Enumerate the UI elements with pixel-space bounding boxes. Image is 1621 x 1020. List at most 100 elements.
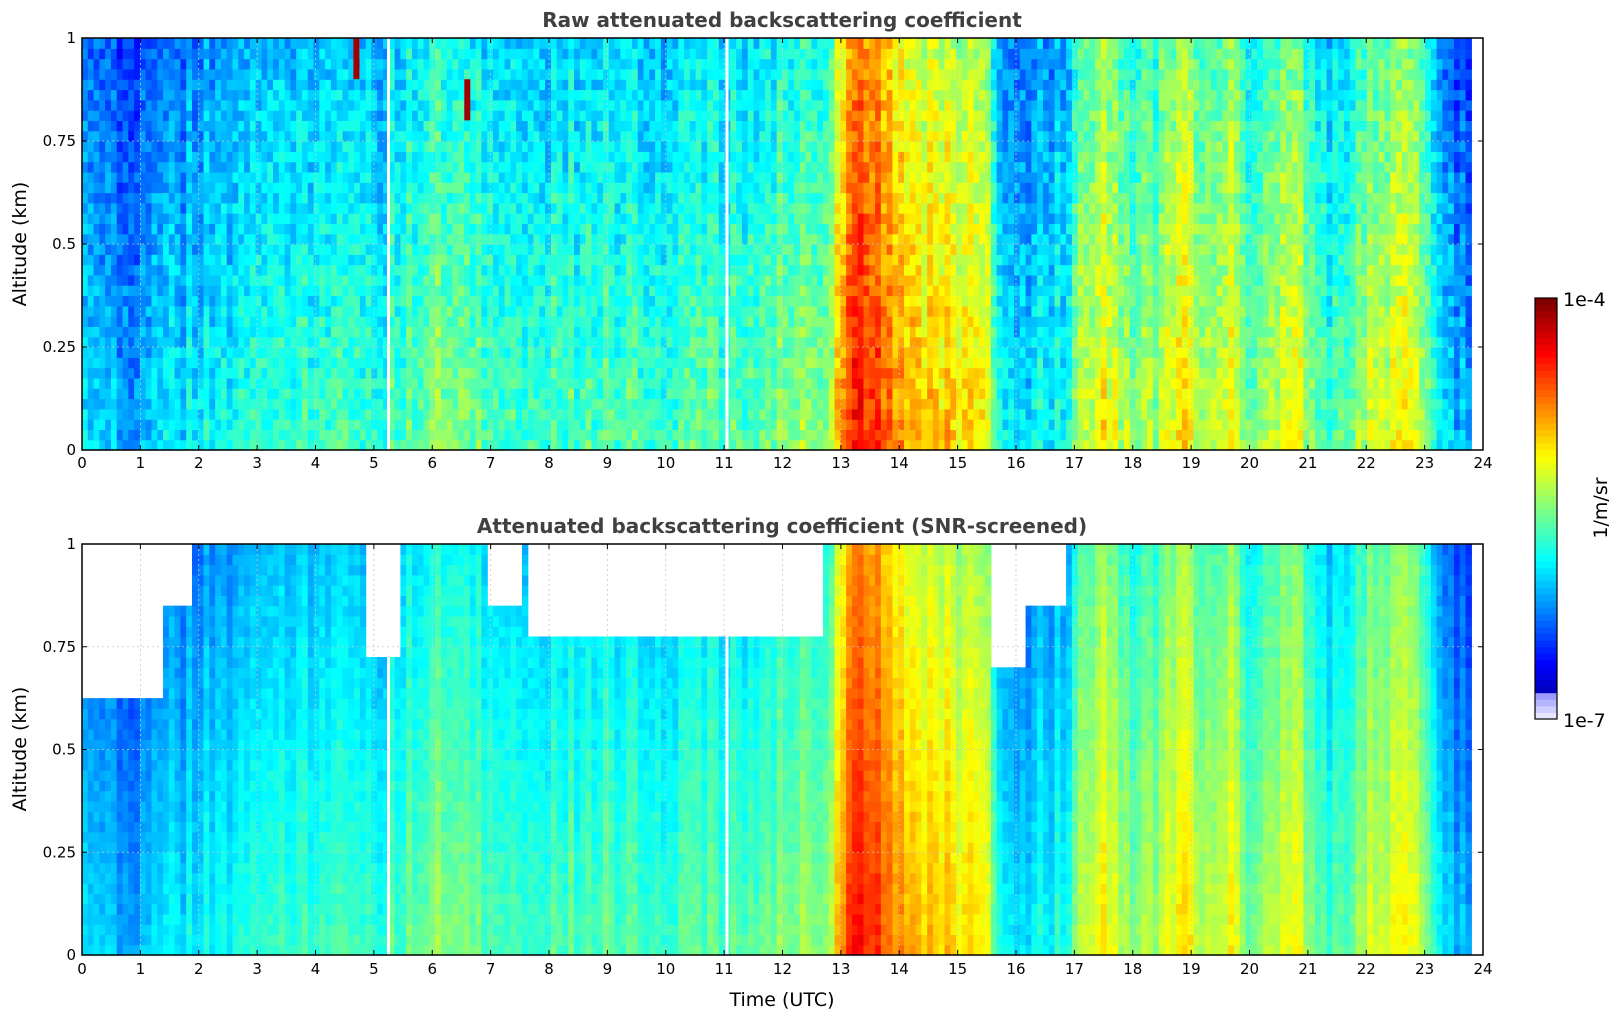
heatmap-cell xyxy=(359,110,367,121)
heatmap-cell xyxy=(307,99,315,111)
heatmap-cell xyxy=(82,285,89,297)
heatmap-cell xyxy=(342,326,349,338)
heatmap-cell xyxy=(110,264,118,276)
heatmap-cell xyxy=(411,223,419,235)
heatmap-cell xyxy=(620,192,627,204)
heatmap-cell xyxy=(342,254,349,266)
heatmap-cell xyxy=(603,305,610,317)
heatmap-cell xyxy=(105,48,112,60)
heatmap-cell xyxy=(197,48,205,60)
heatmap-cell xyxy=(603,182,610,194)
heatmap-cell xyxy=(574,161,581,173)
heatmap-cell xyxy=(226,120,234,132)
heatmap-cell xyxy=(209,305,216,317)
heatmap-cell xyxy=(342,408,349,420)
heatmap-cell xyxy=(296,419,303,430)
heatmap-cell xyxy=(637,357,645,369)
heatmap-cell xyxy=(475,192,483,204)
heatmap-cell xyxy=(747,244,755,255)
heatmap-cell xyxy=(603,264,610,276)
heatmap-cell xyxy=(597,223,604,235)
heatmap-cell xyxy=(371,264,378,276)
heatmap-cell xyxy=(591,398,598,410)
heatmap-cell xyxy=(504,388,511,400)
heatmap-cell xyxy=(741,130,749,142)
heatmap-cell xyxy=(510,58,517,70)
heatmap-cell xyxy=(406,89,413,101)
heatmap-cell xyxy=(510,357,517,369)
heatmap-cell xyxy=(93,120,100,132)
heatmap-cell xyxy=(87,233,95,245)
heatmap-cell xyxy=(348,141,355,152)
heatmap-cell xyxy=(776,347,784,358)
heatmap-cell xyxy=(603,408,610,420)
heatmap-cell xyxy=(226,202,234,214)
heatmap-cell xyxy=(365,254,373,266)
heatmap-cell xyxy=(684,316,691,327)
heatmap-cell xyxy=(550,79,558,91)
heatmap-cell xyxy=(643,254,650,266)
heatmap-cell xyxy=(110,182,118,194)
heatmap-cell xyxy=(191,171,199,183)
heatmap-cell xyxy=(626,347,633,358)
heatmap-cell xyxy=(203,68,210,80)
heatmap-cell xyxy=(354,326,361,338)
heatmap-cell xyxy=(365,89,373,101)
heatmap-cell xyxy=(776,48,784,60)
heatmap-cell xyxy=(521,285,529,297)
heatmap-cell xyxy=(736,99,743,111)
heatmap-cell xyxy=(423,285,430,297)
heatmap-cell xyxy=(411,439,419,451)
heatmap-cell xyxy=(371,367,378,379)
heatmap-cell xyxy=(163,192,170,204)
heatmap-cell xyxy=(660,202,668,214)
heatmap-cell xyxy=(145,48,153,60)
heatmap-cell xyxy=(539,357,546,369)
heatmap-cell xyxy=(637,419,645,430)
heatmap-cell xyxy=(174,357,182,369)
heatmap-cell xyxy=(684,439,691,451)
heatmap-cell xyxy=(359,68,367,80)
heatmap-cell xyxy=(516,213,523,224)
heatmap-cell xyxy=(232,274,239,286)
heatmap-cell xyxy=(631,120,639,132)
heatmap-cell xyxy=(718,171,726,183)
heatmap-cell xyxy=(93,316,100,327)
heatmap-cell xyxy=(319,120,326,132)
heatmap-cell xyxy=(134,367,141,379)
heatmap-cell xyxy=(753,295,760,307)
heatmap-cell xyxy=(423,79,430,91)
heatmap-cell xyxy=(244,408,251,420)
heatmap-cell xyxy=(336,305,344,317)
heatmap-cell xyxy=(759,388,766,400)
heatmap-cell xyxy=(180,48,187,60)
heatmap-cell xyxy=(440,79,448,91)
heatmap-cell xyxy=(238,419,245,430)
heatmap-cell xyxy=(440,408,448,420)
heatmap-cell xyxy=(562,151,569,163)
heatmap-cell xyxy=(689,192,697,204)
heatmap-cell xyxy=(307,439,315,451)
heatmap-cell xyxy=(782,79,789,91)
heatmap-cell xyxy=(307,89,315,101)
heatmap-cell xyxy=(464,254,471,266)
heatmap-cell xyxy=(244,120,251,132)
heatmap-cell xyxy=(660,336,668,348)
heatmap-cell xyxy=(209,439,216,451)
heatmap-cell xyxy=(174,161,182,173)
heatmap-cell xyxy=(794,151,801,163)
heatmap-cell xyxy=(128,120,135,132)
heatmap-cell xyxy=(481,367,488,379)
heatmap-cell xyxy=(666,274,674,286)
heatmap-cell xyxy=(631,367,639,379)
heatmap-cell xyxy=(741,377,749,389)
heatmap-cell xyxy=(631,429,639,441)
heatmap-cell xyxy=(475,182,483,194)
heatmap-cell xyxy=(747,58,755,70)
heatmap-cell xyxy=(498,357,506,369)
heatmap-cell xyxy=(776,316,784,327)
heatmap-cell xyxy=(689,233,697,245)
heatmap-cell xyxy=(765,141,772,152)
heatmap-cell xyxy=(655,151,662,163)
heatmap-cell xyxy=(151,99,158,111)
